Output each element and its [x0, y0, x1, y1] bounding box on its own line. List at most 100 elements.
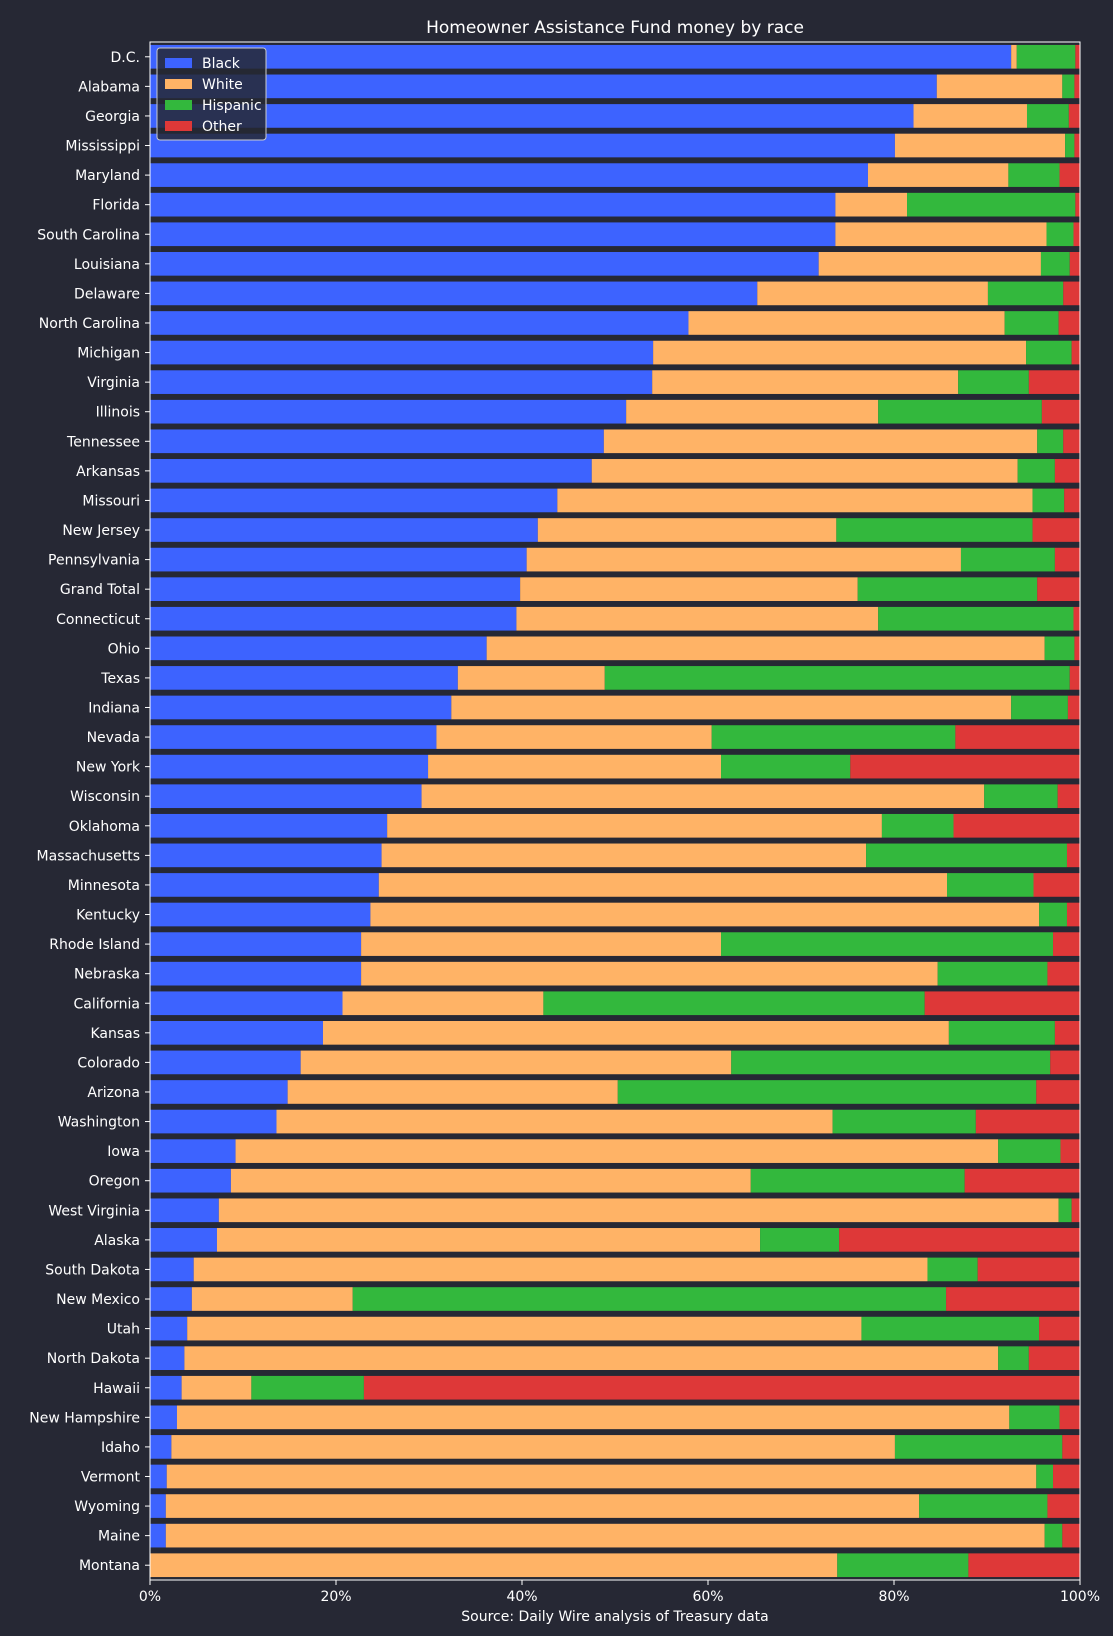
bar-white-illinois: [626, 399, 879, 424]
y-tick-label: Oregon: [89, 1174, 140, 1190]
bar-other-missouri: [1064, 488, 1080, 513]
bar-white-wyoming: [165, 1494, 920, 1518]
bar-black-wyoming: [150, 1494, 166, 1518]
y-tick-label: Idaho: [101, 1440, 140, 1456]
bar-hispanic-west-virginia: [1058, 1198, 1072, 1223]
y-tick-label: Arkansas: [76, 464, 140, 480]
bar-other-kansas: [1054, 1021, 1080, 1045]
y-tick-label: Kentucky: [76, 908, 140, 924]
bar-black-georgia: [150, 104, 914, 128]
bar-black-south-dakota: [150, 1257, 194, 1282]
y-tick-label: Missouri: [82, 493, 140, 509]
y-tick-label: Utah: [107, 1322, 140, 1338]
bar-white-oregon: [230, 1168, 751, 1193]
bar-hispanic-delaware: [987, 281, 1064, 306]
y-tick-label: New Mexico: [56, 1292, 140, 1308]
bar-other-ohio: [1074, 636, 1080, 661]
bar-hispanic-north-dakota: [998, 1346, 1029, 1370]
bar-other-south-dakota: [977, 1257, 1080, 1282]
y-tick-label: Iowa: [107, 1144, 140, 1160]
bar-white-michigan: [653, 340, 1027, 365]
bar-other-idaho: [1062, 1435, 1080, 1459]
bar-other-louisiana: [1069, 252, 1080, 276]
bar-white-minnesota: [378, 873, 948, 897]
bar-black-delaware: [150, 281, 758, 306]
legend-label-hispanic: Hispanic: [202, 98, 262, 114]
bar-black-michigan: [150, 340, 654, 365]
y-tick-label: Kansas: [90, 1026, 140, 1042]
bar-other-washington: [975, 1109, 1080, 1134]
bar-hispanic-maine: [1044, 1523, 1063, 1548]
bar-other-new-jersey: [1032, 518, 1080, 542]
bar-hispanic-illinois: [878, 399, 1042, 424]
bar-white-new-york: [428, 754, 722, 779]
bar-hispanic-rhode-island: [721, 932, 1054, 956]
bar-other-north-carolina: [1058, 311, 1080, 335]
y-tick-label: Minnesota: [68, 878, 140, 894]
bar-hispanic-alaska: [760, 1228, 840, 1252]
y-tick-label: Illinois: [96, 405, 140, 421]
bar-black-alaska: [150, 1228, 217, 1252]
bar-other-colorado: [1050, 1050, 1080, 1075]
bar-white-d-c: [1011, 44, 1017, 69]
bar-other-grand-total: [1037, 577, 1080, 601]
bar-white-hawaii: [181, 1375, 252, 1400]
chart-title: Homeowner Assistance Fund money by race: [426, 18, 804, 38]
bar-other-vermont: [1053, 1464, 1080, 1489]
bar-white-maryland: [867, 163, 1009, 187]
bar-other-oregon: [964, 1168, 1080, 1193]
y-tick-label: Hawaii: [93, 1381, 140, 1397]
bar-other-wyoming: [1047, 1494, 1080, 1518]
bar-other-nebraska: [1047, 961, 1080, 986]
y-tick-label: D.C.: [111, 50, 140, 66]
bar-hispanic-wyoming: [919, 1494, 1048, 1518]
bar-hispanic-indiana: [1011, 695, 1068, 720]
y-tick-label: Delaware: [74, 286, 140, 302]
bar-black-new-jersey: [150, 518, 538, 542]
bar-white-texas: [457, 666, 605, 690]
bar-white-louisiana: [818, 252, 1041, 276]
bar-other-alabama: [1074, 74, 1080, 99]
bar-black-ohio: [150, 636, 487, 661]
bar-white-utah: [187, 1316, 862, 1341]
bar-other-texas: [1069, 666, 1080, 690]
y-tick-label: Alaska: [94, 1233, 140, 1249]
bar-other-massachusetts: [1066, 843, 1080, 868]
legend-label-black: Black: [202, 56, 241, 72]
y-tick-label: Wyoming: [74, 1499, 140, 1515]
bar-white-kansas: [322, 1021, 949, 1045]
bar-hispanic-wisconsin: [984, 784, 1058, 809]
bar-white-california: [342, 991, 544, 1016]
bar-white-west-virginia: [218, 1198, 1059, 1223]
bar-black-massachusetts: [150, 843, 382, 868]
y-tick-label: Wisconsin: [70, 789, 140, 805]
bar-black-alabama: [150, 74, 937, 99]
bar-black-missouri: [150, 488, 558, 513]
bar-hispanic-utah: [861, 1316, 1040, 1341]
legend-swatch-white: [165, 79, 192, 89]
bar-white-massachusetts: [381, 843, 867, 868]
bar-black-oklahoma: [150, 813, 388, 838]
y-tick-label: Maine: [98, 1529, 140, 1545]
bar-hispanic-massachusetts: [866, 843, 1067, 868]
bar-white-nebraska: [361, 961, 938, 986]
bar-black-wisconsin: [150, 784, 422, 809]
bar-white-pennsylvania: [526, 547, 961, 572]
legend-swatch-other: [165, 121, 192, 131]
y-tick-label: Texas: [100, 671, 140, 687]
bar-white-montana: [150, 1553, 838, 1578]
x-tick-label: 60%: [692, 1589, 723, 1605]
bar-white-maine: [165, 1523, 1045, 1548]
bar-black-rhode-island: [150, 932, 362, 956]
bar-other-montana: [968, 1553, 1080, 1578]
y-tick-label: Virginia: [87, 375, 140, 391]
bar-black-new-mexico: [150, 1287, 192, 1311]
bar-black-colorado: [150, 1050, 301, 1075]
bar-hispanic-maryland: [1008, 163, 1060, 187]
bar-black-d-c: [150, 44, 1012, 69]
bar-white-delaware: [757, 281, 988, 306]
bar-hispanic-nevada: [711, 725, 956, 749]
bar-hispanic-colorado: [731, 1050, 1051, 1075]
bar-hispanic-vermont: [1036, 1464, 1054, 1489]
x-axis-label: Source: Daily Wire analysis of Treasury …: [461, 1609, 768, 1625]
